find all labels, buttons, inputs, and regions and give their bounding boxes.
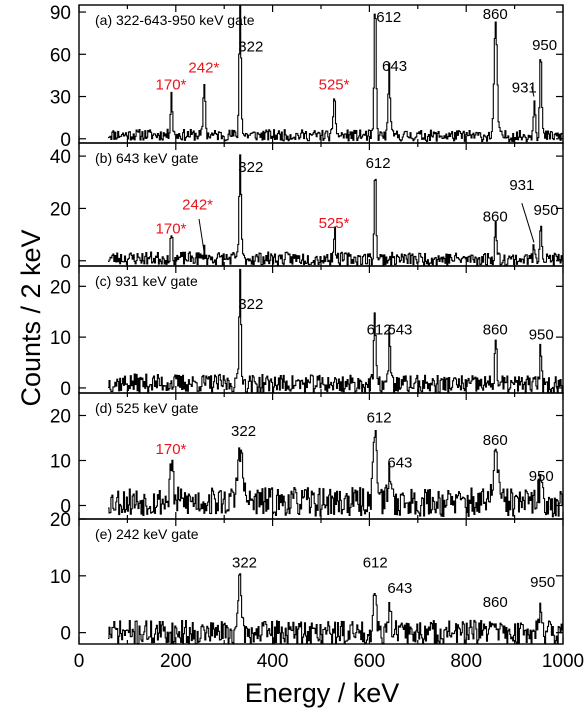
- peak-label: 242*: [188, 60, 219, 77]
- peak-label: 525*: [319, 76, 350, 93]
- spectrum-trace-3: [108, 430, 563, 518]
- y-tick-label: 20: [50, 277, 71, 298]
- panel-label: (a) 322-643-950 keV gate: [95, 12, 255, 28]
- x-tick-label: 800: [450, 651, 482, 672]
- panel-label: (e) 242 keV gate: [95, 526, 199, 542]
- panel-label: (b) 643 keV gate: [95, 150, 199, 166]
- peak-label: 322: [238, 159, 263, 176]
- x-tick-label: 600: [354, 651, 386, 672]
- y-tick-label: 0: [60, 497, 71, 518]
- peak-label: 242*: [182, 197, 213, 214]
- peak-label: 322: [232, 554, 257, 571]
- leader-line: [198, 218, 205, 251]
- y-tick-label: 20: [50, 407, 71, 428]
- peak-label: 950: [530, 574, 555, 591]
- y-tick-label: 0: [60, 379, 71, 400]
- peak-label: 612: [376, 9, 401, 26]
- spectrum-trace-1: [108, 154, 563, 266]
- y-tick-label: 60: [50, 45, 71, 66]
- peak-label: 612: [363, 554, 388, 571]
- spectrum-trace-4: [108, 573, 563, 644]
- peak-label: 860: [483, 209, 508, 226]
- peak-label: 643: [387, 322, 412, 339]
- panel-label: (c) 931 keV gate: [95, 273, 198, 289]
- peak-label: 860: [483, 594, 508, 611]
- peak-label: 950: [534, 202, 559, 219]
- peak-label: 170*: [156, 441, 187, 458]
- panel-0: 0 30 60 90 (a) 322-643-950 keV gate 170*242* 3…: [50, 3, 564, 151]
- panel-4: 0 10 20 (e) 242 keV gate 322 612 643 860 950 0 200…: [50, 510, 584, 672]
- peak-label: 860: [483, 322, 508, 339]
- peak-label: 643: [387, 454, 412, 471]
- y-tick-label: 90: [50, 3, 71, 24]
- y-tick-label: 10: [50, 567, 71, 588]
- peak-label: 612: [367, 409, 392, 426]
- peak-label: 860: [483, 6, 508, 23]
- x-tick-label: 400: [257, 651, 289, 672]
- leader-line: [531, 86, 535, 97]
- peak-label: 950: [529, 468, 554, 485]
- peak-label: 612: [367, 322, 392, 339]
- spectrum-trace-2: [108, 268, 563, 393]
- y-tick-label: 0: [60, 130, 71, 151]
- peak-label: 643: [382, 58, 407, 75]
- peak-label: 322: [231, 423, 256, 440]
- peak-label: 950: [529, 327, 554, 344]
- peak-label: 322: [238, 38, 263, 55]
- x-axis-title: Energy / keV: [245, 678, 400, 708]
- peak-label: 931: [509, 177, 534, 194]
- peak-label: 643: [387, 580, 412, 597]
- leader-line: [521, 203, 535, 243]
- y-tick-label: 30: [50, 88, 71, 109]
- y-tick-label: 40: [50, 147, 71, 168]
- peak-label: 322: [238, 296, 263, 313]
- x-tick-label: 200: [160, 651, 192, 672]
- panel-3: 0 10 20 (d) 525 keV gate 170* 322 612 643 860 950: [50, 392, 564, 520]
- y-tick-label: 20: [50, 199, 71, 220]
- panel-label: (d) 525 keV gate: [95, 400, 199, 416]
- y-tick-label: 10: [50, 452, 71, 473]
- x-tick-label: 1000: [542, 651, 584, 672]
- peak-label: 931: [512, 79, 537, 96]
- y-tick-label: 20: [50, 510, 71, 531]
- y-tick-label: 0: [60, 624, 71, 645]
- peak-label: 170*: [156, 76, 187, 93]
- peak-label: 860: [483, 432, 508, 449]
- spectrum-trace-0: [108, 5, 563, 143]
- peak-label: 612: [366, 155, 391, 172]
- peak-label: 170*: [156, 220, 187, 237]
- y-tick-label: 10: [50, 328, 71, 349]
- y-axis-title: Counts / 2 keV: [16, 229, 46, 406]
- peak-label: 950: [532, 37, 557, 54]
- y-tick-label: 0: [60, 252, 71, 273]
- x-tick-label: 0: [74, 651, 85, 672]
- panel-1: 0 20 40 (b) 643 keV gate 170* 242* 322 525* 612 8…: [50, 142, 564, 273]
- peak-label: 525*: [319, 215, 350, 232]
